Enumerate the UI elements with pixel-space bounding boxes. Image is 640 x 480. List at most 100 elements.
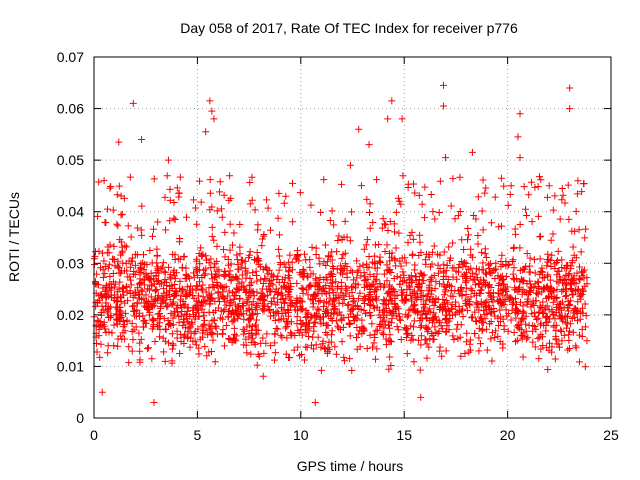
- data-point-marker: [403, 330, 411, 338]
- data-point-marker: [408, 277, 416, 285]
- data-point-marker: [183, 311, 191, 319]
- data-point-marker: [320, 276, 328, 284]
- data-point-marker: [369, 296, 377, 304]
- data-point-marker: [573, 306, 581, 314]
- data-point-marker: [561, 312, 569, 320]
- data-point-marker: [323, 349, 331, 357]
- data-point-marker: [366, 286, 374, 294]
- data-point-marker: [357, 182, 365, 190]
- data-point-marker: [119, 287, 127, 295]
- data-point-marker: [416, 231, 424, 239]
- data-point-marker: [276, 261, 284, 269]
- data-point-marker: [565, 345, 573, 353]
- data-point-marker: [127, 281, 135, 289]
- data-point-marker: [121, 309, 129, 317]
- data-point-marker: [410, 305, 418, 313]
- data-point-marker: [356, 327, 364, 335]
- data-point-marker: [373, 296, 381, 304]
- data-point-marker: [209, 329, 217, 337]
- data-point-marker: [121, 299, 129, 307]
- data-point-marker: [579, 268, 587, 276]
- data-point-marker: [257, 339, 265, 347]
- data-point-marker: [468, 314, 476, 322]
- data-point-marker: [470, 211, 478, 219]
- data-point-marker: [180, 332, 188, 340]
- data-point-marker: [464, 236, 472, 244]
- data-point-marker: [253, 316, 261, 324]
- data-point-marker: [263, 196, 271, 204]
- data-point-marker: [354, 267, 362, 275]
- data-point-marker: [528, 283, 536, 291]
- data-point-marker: [236, 305, 244, 313]
- data-point-marker: [338, 285, 346, 293]
- data-point-marker: [314, 305, 322, 313]
- data-point-marker: [483, 325, 491, 333]
- data-point-marker: [155, 269, 163, 277]
- data-point-marker: [222, 322, 230, 330]
- data-point-marker: [422, 250, 430, 258]
- data-point-marker: [136, 279, 144, 287]
- data-point-marker: [287, 296, 295, 304]
- data-point-marker: [170, 311, 178, 319]
- data-point-marker: [261, 274, 269, 282]
- data-point-marker: [297, 325, 305, 333]
- data-point-marker: [168, 359, 176, 367]
- data-point-marker: [310, 327, 318, 335]
- data-point-marker: [202, 288, 210, 296]
- data-point-marker: [474, 193, 482, 201]
- data-point-marker: [248, 301, 256, 309]
- data-point-marker: [135, 312, 143, 320]
- data-point-marker: [267, 287, 275, 295]
- data-point-marker: [472, 215, 480, 223]
- data-point-marker: [201, 297, 209, 305]
- data-point-marker: [265, 306, 273, 314]
- data-point-marker: [338, 180, 346, 188]
- data-point-marker: [267, 342, 275, 350]
- data-point-marker: [349, 313, 357, 321]
- data-point-marker: [533, 315, 541, 323]
- data-point-marker: [216, 282, 224, 290]
- data-point-marker: [480, 307, 488, 315]
- data-point-marker: [154, 292, 162, 300]
- data-point-marker: [253, 361, 261, 369]
- data-point-marker: [393, 291, 401, 299]
- data-point-marker: [536, 255, 544, 263]
- data-point-marker: [547, 236, 555, 244]
- data-point-marker: [415, 191, 423, 199]
- data-point-marker: [436, 177, 444, 185]
- data-point-marker: [288, 258, 296, 266]
- data-point-marker: [170, 199, 178, 207]
- data-point-marker: [531, 323, 539, 331]
- data-point-marker: [128, 328, 136, 336]
- data-point-marker: [438, 352, 446, 360]
- data-point-marker: [366, 312, 374, 320]
- data-point-marker: [233, 251, 241, 259]
- data-point-marker: [195, 350, 203, 358]
- data-point-marker: [287, 283, 295, 291]
- data-point-marker: [239, 325, 247, 333]
- data-point-marker: [366, 270, 374, 278]
- data-point-marker: [576, 263, 584, 271]
- data-point-marker: [409, 180, 417, 188]
- data-point-marker: [550, 322, 558, 330]
- data-point-marker: [348, 306, 356, 314]
- data-point-marker: [556, 215, 564, 223]
- data-point-marker: [130, 326, 138, 334]
- data-point-marker: [160, 289, 168, 297]
- data-point-marker: [572, 254, 580, 262]
- data-point-marker: [274, 272, 282, 280]
- data-point-marker: [385, 365, 393, 373]
- data-point-marker: [434, 261, 442, 269]
- data-point-marker: [99, 306, 107, 314]
- data-point-marker: [196, 301, 204, 309]
- data-point-marker: [165, 263, 173, 271]
- data-point-marker: [115, 310, 123, 318]
- data-point-marker: [534, 314, 542, 322]
- data-point-marker: [140, 323, 148, 331]
- data-point-marker: [140, 299, 148, 307]
- data-point-marker: [363, 236, 371, 244]
- data-point-marker: [449, 175, 457, 183]
- data-point-marker: [230, 317, 238, 325]
- data-point-marker: [173, 184, 181, 192]
- data-point-marker: [192, 341, 200, 349]
